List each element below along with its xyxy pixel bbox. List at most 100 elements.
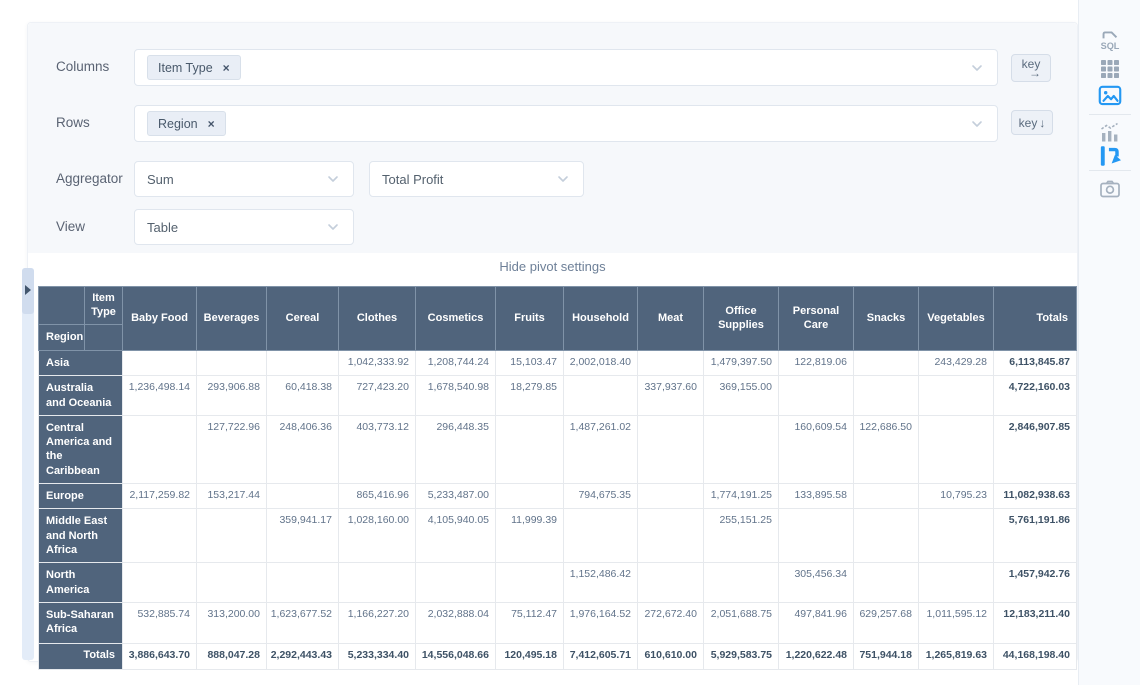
value-cell: 160,609.54 xyxy=(779,415,854,483)
column-header: Baby Food xyxy=(123,287,197,351)
value-cell xyxy=(779,509,854,563)
totals-row: Totals3,886,643.70888,047.282,292,443.43… xyxy=(39,643,1077,669)
totals-row-header: Totals xyxy=(39,643,123,669)
value-cell xyxy=(919,415,994,483)
tag-remove-icon[interactable]: × xyxy=(208,117,215,131)
value-cell xyxy=(638,509,704,563)
value-cell: 1,042,333.92 xyxy=(339,351,416,376)
handle-thumb[interactable] xyxy=(22,268,34,314)
row-total-cell: 11,082,938.63 xyxy=(994,484,1077,509)
value-cell xyxy=(197,509,267,563)
pivot-table: Item Type Baby FoodBeveragesCerealClothe… xyxy=(38,286,1077,670)
value-cell xyxy=(854,484,919,509)
aggregator-select[interactable]: Sum xyxy=(134,161,354,197)
pivot-view-button[interactable] xyxy=(1095,141,1125,169)
value-cell: 10,795.23 xyxy=(919,484,994,509)
table-row: Middle East and North Africa 359,941.171,… xyxy=(39,509,1077,563)
chevron-down-icon xyxy=(325,219,341,235)
row-header: Middle East and North Africa xyxy=(39,509,123,563)
column-total-cell: 3,886,643.70 xyxy=(123,643,197,669)
column-total-cell: 7,412,605.71 xyxy=(564,643,638,669)
column-total-cell: 2,292,443.43 xyxy=(267,643,339,669)
value-cell: 11,999.39 xyxy=(496,509,564,563)
value-cell: 127,722.96 xyxy=(197,415,267,483)
value-cell: 403,773.12 xyxy=(339,415,416,483)
value-cell xyxy=(197,351,267,376)
snapshot-button[interactable] xyxy=(1095,175,1125,203)
column-total-cell: 1,265,819.63 xyxy=(919,643,994,669)
columns-order-button[interactable]: key → xyxy=(1011,54,1051,82)
value-cell: 4,105,940.05 xyxy=(416,509,496,563)
value-cell: 305,456.34 xyxy=(779,563,854,603)
column-header: Cosmetics xyxy=(416,287,496,351)
arrow-right-icon: → xyxy=(1029,68,1041,78)
value-cell xyxy=(638,415,704,483)
value-cell xyxy=(919,509,994,563)
panel-expand-handle[interactable] xyxy=(22,268,34,660)
tag-remove-icon[interactable]: × xyxy=(223,61,230,75)
table-view-button[interactable] xyxy=(1095,55,1125,83)
columns-label: Columns xyxy=(56,59,109,74)
value-cell xyxy=(704,415,779,483)
value-cell: 15,103.47 xyxy=(496,351,564,376)
value-cell: 369,155.00 xyxy=(704,376,779,416)
value-cell: 794,675.35 xyxy=(564,484,638,509)
value-cell: 1,976,164.52 xyxy=(564,602,638,643)
arrow-down-icon: ↓ xyxy=(1039,116,1045,130)
expand-arrow-icon xyxy=(25,285,31,295)
value-cell xyxy=(919,376,994,416)
column-total-cell: 610,610.00 xyxy=(638,643,704,669)
camera-icon xyxy=(1097,176,1123,202)
value-cell: 629,257.68 xyxy=(854,602,919,643)
row-header: Central America and the Caribbean xyxy=(39,415,123,483)
row-total-cell: 4,722,160.03 xyxy=(994,376,1077,416)
rows-order-button[interactable]: key ↓ xyxy=(1011,110,1053,135)
aggregator-value: Sum xyxy=(147,172,174,187)
column-total-cell: 751,944.18 xyxy=(854,643,919,669)
value-cell xyxy=(638,484,704,509)
table-row: Europe2,117,259.82153,217.44865,416.965,… xyxy=(39,484,1077,509)
value-cell xyxy=(638,563,704,603)
value-cell: 60,418.38 xyxy=(267,376,339,416)
value-cell: 1,678,540.98 xyxy=(416,376,496,416)
row-tag: Region × xyxy=(147,111,226,136)
aggregator-field-select[interactable]: Total Profit xyxy=(369,161,584,197)
grand-total-cell: 44,168,198.40 xyxy=(994,643,1077,669)
row-tag-label: Region xyxy=(158,117,198,131)
row-total-cell: 1,457,942.76 xyxy=(994,563,1077,603)
value-cell xyxy=(564,509,638,563)
value-cell: 1,028,160.00 xyxy=(339,509,416,563)
value-cell xyxy=(267,351,339,376)
value-cell: 2,002,018.40 xyxy=(564,351,638,376)
view-select[interactable]: Table xyxy=(134,209,354,245)
rows-field-input[interactable]: Region × xyxy=(134,105,998,142)
value-cell: 2,051,688.75 xyxy=(704,602,779,643)
value-cell: 727,423.20 xyxy=(339,376,416,416)
value-cell xyxy=(704,563,779,603)
value-cell xyxy=(779,376,854,416)
row-header: Asia xyxy=(39,351,123,376)
view-label: View xyxy=(56,219,85,234)
value-cell: 865,416.96 xyxy=(339,484,416,509)
sql-source-button[interactable]: SQL xyxy=(1095,25,1125,53)
columns-field-input[interactable]: Item Type × xyxy=(134,49,998,86)
value-cell xyxy=(496,484,564,509)
visualization-image-button[interactable] xyxy=(1095,81,1125,109)
value-cell: 153,217.44 xyxy=(197,484,267,509)
chevron-down-icon xyxy=(325,171,341,187)
value-cell: 272,672.40 xyxy=(638,602,704,643)
value-cell xyxy=(496,563,564,603)
column-total-cell: 5,929,583.75 xyxy=(704,643,779,669)
sidebar-divider xyxy=(1089,170,1131,171)
column-axis-label: Item Type xyxy=(85,287,123,325)
column-total-cell: 888,047.28 xyxy=(197,643,267,669)
column-total-cell: 120,495.18 xyxy=(496,643,564,669)
value-cell: 359,941.17 xyxy=(267,509,339,563)
row-header: Sub-Saharan Africa xyxy=(39,602,123,643)
chevron-down-icon xyxy=(969,60,985,76)
row-axis-label: Region xyxy=(39,325,85,351)
value-cell: 122,819.06 xyxy=(779,351,854,376)
hide-pivot-settings-link[interactable]: Hide pivot settings xyxy=(28,259,1077,274)
pivot-table-icon xyxy=(1096,142,1124,170)
value-cell: 532,885.74 xyxy=(123,602,197,643)
